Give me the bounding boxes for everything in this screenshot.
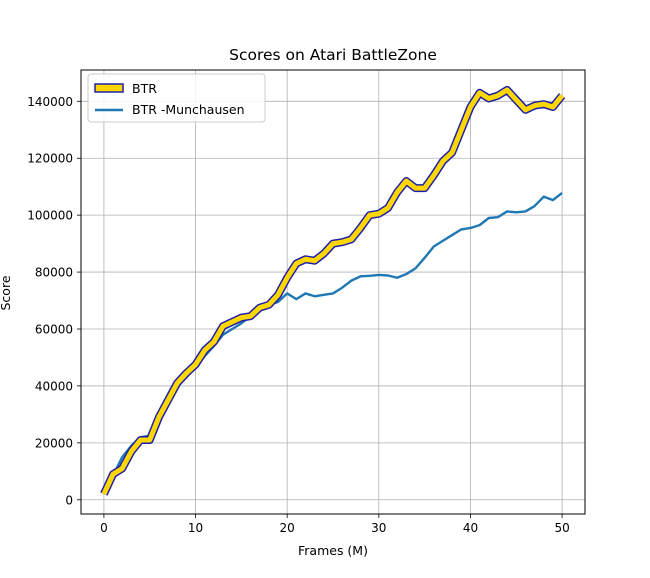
legend-box: [87, 73, 266, 123]
grid-lines: [81, 70, 585, 514]
y-tick-label: 60000: [35, 323, 73, 337]
y-tick-label: 80000: [35, 266, 73, 280]
x-tick-label: 10: [188, 521, 203, 535]
legend-label-btr-munchausen: BTR -Munchausen: [132, 102, 245, 117]
plot-frame: [80, 69, 586, 515]
legend-swatch-btr: [94, 83, 124, 93]
x-axis-label: Frames (M): [298, 543, 368, 558]
y-axis-label: Score: [0, 275, 13, 310]
legend: BTR BTR -Munchausen: [87, 73, 266, 123]
y-tick-label: 20000: [35, 436, 73, 450]
x-tick-label: 20: [280, 521, 295, 535]
x-tick-label: 40: [463, 521, 478, 535]
x-tick-label: 50: [554, 521, 569, 535]
y-tick-label: 120000: [27, 152, 73, 166]
y-tick-label: 140000: [27, 95, 73, 109]
series-line-btr: [101, 87, 565, 496]
y-tick-label: 0: [65, 493, 73, 507]
series-outline-btr: [100, 85, 566, 496]
x-tick-label: 30: [371, 521, 386, 535]
y-tick-label: 40000: [35, 379, 73, 393]
series-line-btr-munchausen: [102, 192, 563, 495]
chart-title: Scores on Atari BattleZone: [229, 46, 437, 64]
y-tick-label: 100000: [27, 209, 73, 223]
x-tick-label: 0: [100, 521, 108, 535]
series-lines: [100, 85, 566, 496]
axis-ticks: 0 10 20 30 40 50 0 20000 40000 60000 80000 100000 12…: [27, 95, 570, 535]
legend-label-btr: BTR: [132, 81, 157, 96]
